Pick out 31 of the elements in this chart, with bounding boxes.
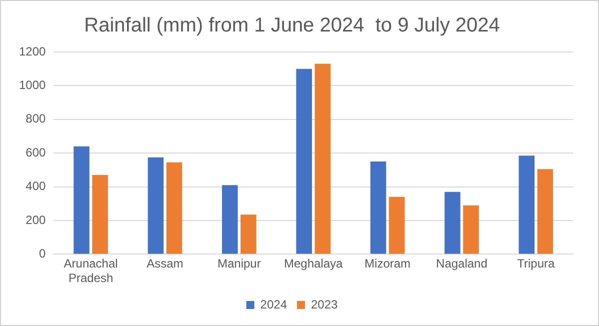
y-tick-label: 400 (26, 179, 46, 194)
x-tick-label: Nagaland (436, 256, 488, 271)
bar (370, 162, 386, 254)
x-tick-label: Arunachal Pradesh (64, 256, 118, 286)
bar (537, 169, 554, 254)
legend-label: 2024 (260, 297, 288, 312)
bar (92, 175, 108, 254)
y-tick-label: 800 (26, 112, 46, 126)
bar (463, 205, 479, 254)
x-tick-label: Mizoram (364, 256, 411, 271)
y-tick-label: 1200 (18, 44, 46, 58)
bar (148, 157, 164, 254)
bar (166, 162, 182, 254)
y-tick-label: 1000 (18, 78, 46, 92)
bar (388, 196, 405, 254)
x-tick-label: Assam (146, 256, 184, 271)
legend-label: 2023 (311, 297, 338, 312)
x-tick-label: Manipur (217, 256, 261, 271)
bar (74, 146, 90, 254)
bar (296, 68, 312, 254)
y-tick-label: 200 (26, 212, 46, 227)
bar (314, 64, 331, 254)
bar (444, 192, 460, 254)
x-tick-label: Meghalaya (284, 256, 344, 271)
chart-title: Rainfall (mm) from 1 June 2024 to 9 July 2024 (84, 14, 500, 37)
bar (240, 214, 256, 254)
y-tick-label: 0 (39, 246, 46, 261)
bar (222, 185, 238, 254)
x-tick-label: Tripura (517, 256, 556, 271)
y-tick-label: 600 (26, 145, 46, 160)
bar (518, 156, 535, 254)
